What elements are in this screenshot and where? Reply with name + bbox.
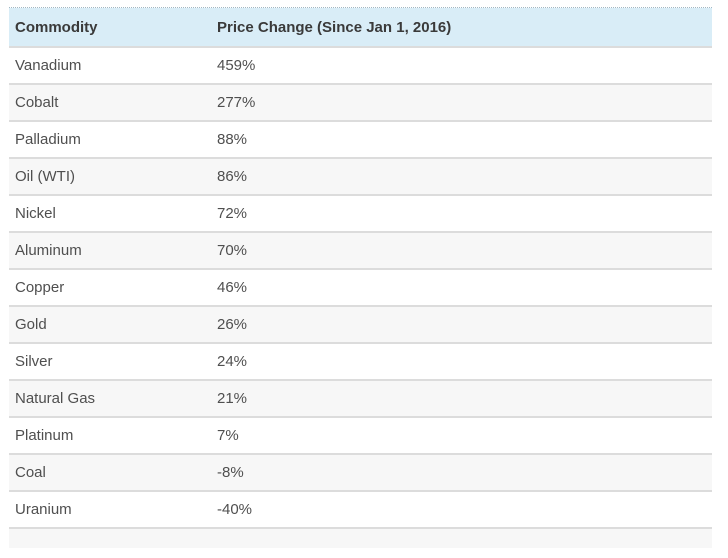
commodity-cell: Nickel [9, 194, 211, 232]
commodity-cell: Natural Gas [9, 379, 211, 417]
price-change-cell: 277% [211, 83, 712, 121]
table-row: Palladium 88% [9, 120, 712, 158]
commodity-cell: Vanadium [9, 46, 211, 84]
table-body: Vanadium 459% Cobalt 277% Palladium 88% Oil (W… [9, 46, 712, 548]
price-change-cell: 24% [211, 342, 712, 380]
table-row: Copper 46% [9, 268, 712, 306]
price-change-cell: 88% [211, 120, 712, 158]
table-row: Platinum 7% [9, 416, 712, 454]
table-row: Natural Gas 21% [9, 379, 712, 417]
commodity-cell: Copper [9, 268, 211, 306]
price-change-cell: 72% [211, 194, 712, 232]
table-header: Commodity Price Change (Since Jan 1, 201… [9, 8, 712, 47]
table-row: Coal -8% [9, 453, 712, 491]
price-change-cell: 70% [211, 231, 712, 269]
header-row: Commodity Price Change (Since Jan 1, 201… [9, 8, 712, 47]
commodity-cell: Palladium [9, 120, 211, 158]
commodity-price-table-container: Commodity Price Change (Since Jan 1, 201… [9, 7, 712, 558]
header-cell-commodity: Commodity [9, 8, 211, 47]
price-change-cell: 46% [211, 268, 712, 306]
commodity-cell: Cobalt [9, 83, 211, 121]
price-change-cell: 459% [211, 46, 712, 84]
commodity-cell: Oil (WTI) [9, 157, 211, 195]
commodity-cell: Aluminum [9, 231, 211, 269]
table-row: Nickel 72% [9, 194, 712, 232]
price-change-cell: 7% [211, 416, 712, 454]
table-row: Oil (WTI) 86% [9, 157, 712, 195]
table-row: Gold 26% [9, 305, 712, 343]
commodity-cell: Platinum [9, 416, 211, 454]
price-change-cell: -40% [211, 490, 712, 528]
commodity-cell: Silver [9, 342, 211, 380]
commodity-cell: Uranium [9, 490, 211, 528]
table-row: Vanadium 459% [9, 46, 712, 84]
price-change-cell: -8% [211, 453, 712, 491]
price-change-cell: 86% [211, 157, 712, 195]
table-row: Aluminum 70% [9, 231, 712, 269]
table-row: Silver 24% [9, 342, 712, 380]
price-change-cell: 21% [211, 379, 712, 417]
commodity-cell: Coal [9, 453, 211, 491]
price-change-cell: 26% [211, 305, 712, 343]
clipped-next-row [9, 527, 712, 548]
header-cell-price-change: Price Change (Since Jan 1, 2016) [211, 8, 712, 47]
table-row: Cobalt 277% [9, 83, 712, 121]
commodity-cell: Gold [9, 305, 211, 343]
table-row: Uranium -40% [9, 490, 712, 528]
commodity-price-table: Commodity Price Change (Since Jan 1, 201… [9, 8, 712, 548]
